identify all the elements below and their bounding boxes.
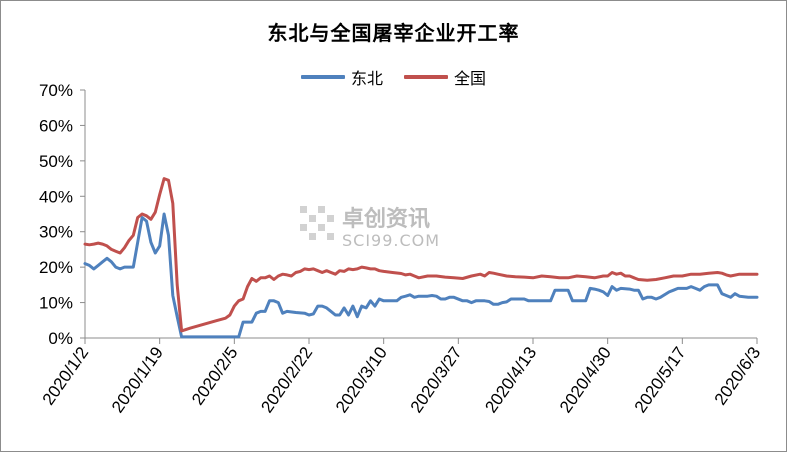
y-tick-label: 30% bbox=[39, 223, 73, 242]
legend-item-quanguo: 全国 bbox=[404, 65, 486, 89]
series-line-quanguo bbox=[83, 177, 759, 333]
legend-swatch-quanguo bbox=[404, 75, 449, 79]
watermark-logo-square bbox=[300, 206, 307, 213]
watermark-logo-square bbox=[309, 233, 316, 240]
x-tick-label: 2020/5/17 bbox=[631, 343, 690, 416]
x-tick-label: 2020/1/19 bbox=[108, 343, 167, 416]
series-line-dongbei bbox=[83, 212, 759, 339]
y-tick-label: 70% bbox=[39, 81, 73, 100]
y-tick-label: 10% bbox=[39, 294, 73, 313]
x-tick-label: 2020/2/5 bbox=[188, 343, 242, 408]
x-tick-label: 2020/3/27 bbox=[407, 343, 466, 416]
x-tick-label: 2020/3/10 bbox=[332, 343, 391, 416]
y-tick-label: 0% bbox=[48, 329, 73, 348]
x-tick-label: 2020/1/2 bbox=[39, 343, 93, 408]
y-tick-label: 40% bbox=[39, 187, 73, 206]
watermark-site: SCI99.COM bbox=[342, 231, 440, 250]
y-tick-label: 50% bbox=[39, 152, 73, 171]
watermark-logo-square bbox=[318, 224, 325, 231]
legend-swatch-dongbei bbox=[300, 75, 345, 79]
legend: 东北 全国 bbox=[0, 64, 787, 89]
y-tick-label: 60% bbox=[39, 116, 73, 135]
legend-item-dongbei: 东北 bbox=[300, 65, 383, 89]
x-tick-label: 2020/6/3 bbox=[711, 343, 765, 408]
watermark-logo-square bbox=[327, 233, 334, 240]
x-tick-label: 2020/4/13 bbox=[481, 343, 540, 416]
watermark-name: 卓创资讯 bbox=[342, 207, 430, 232]
watermark-logo-square bbox=[309, 215, 316, 222]
watermark-logo-square bbox=[300, 224, 307, 231]
x-tick-label: 2020/4/30 bbox=[556, 343, 615, 416]
legend-label-dongbei: 东北 bbox=[350, 69, 383, 88]
watermark-logo-square bbox=[318, 206, 325, 213]
legend-label-quanguo: 全国 bbox=[454, 69, 487, 88]
watermark-logo-square bbox=[327, 215, 334, 222]
watermark-logo bbox=[300, 206, 334, 240]
y-tick-label: 20% bbox=[39, 258, 73, 277]
chart-title: 东北与全国屠宰企业开工率 bbox=[267, 21, 520, 45]
x-tick-label: 2020/2/22 bbox=[257, 343, 316, 416]
